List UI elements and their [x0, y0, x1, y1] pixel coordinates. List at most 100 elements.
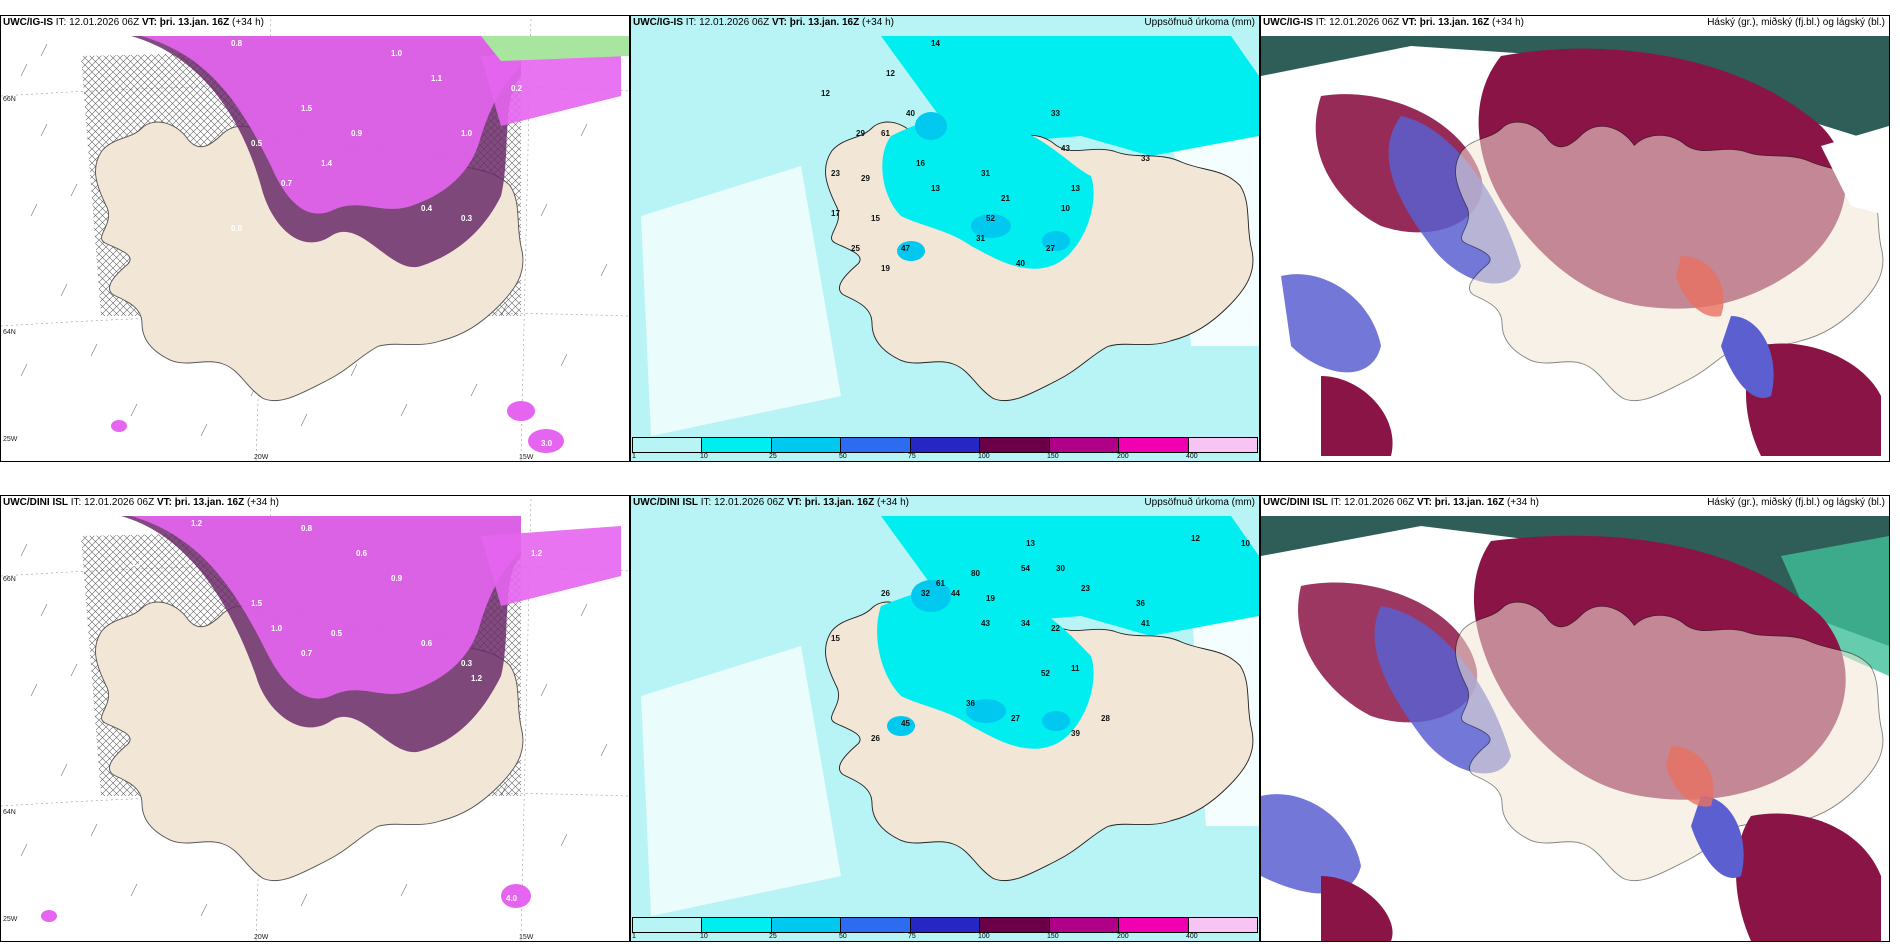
map-header: UWC/IG-IS IT: 12.01.2026 06Z VT: þri. 13… — [633, 17, 1255, 28]
svg-text:54: 54 — [1021, 564, 1030, 573]
cloud-map-canvas — [1261, 496, 1889, 941]
svg-text:61: 61 — [936, 579, 945, 588]
svg-text:47: 47 — [901, 244, 910, 253]
svg-text:1.5: 1.5 — [301, 104, 313, 113]
svg-text:1.2: 1.2 — [531, 549, 543, 558]
snow-map-canvas: 1.2 0.8 1.7 0.6 1.5 1.0 0.5 0.7 0.3 1.2 … — [1, 496, 629, 941]
legend-ticks: 1 10 25 50 75 100 150 200 400 — [632, 933, 1198, 940]
precip-color-legend — [632, 437, 1258, 453]
svg-text:0.4: 0.4 — [421, 204, 433, 213]
svg-text:61: 61 — [881, 129, 890, 138]
svg-text:0.9: 0.9 — [351, 129, 363, 138]
legend-cell — [1119, 438, 1189, 452]
legend-cell — [771, 438, 842, 452]
cloud-map-canvas — [1261, 16, 1889, 461]
svg-text:26: 26 — [871, 734, 880, 743]
map-header: UWC/IG-IS IT: 12.01.2026 06Z VT: þri. 13… — [1263, 17, 1885, 28]
legend-cell — [702, 438, 772, 452]
legend-cell — [633, 438, 703, 452]
svg-text:0.5: 0.5 — [331, 629, 343, 638]
map-header: UWC/DINI ISL IT: 12.01.2026 06Z VT: þri.… — [633, 497, 1255, 508]
svg-text:0.8: 0.8 — [231, 39, 243, 48]
top-cloud-map: UWC/IG-IS IT: 12.01.2026 06Z VT: þri. 13… — [1260, 15, 1890, 462]
svg-text:17: 17 — [831, 209, 840, 218]
svg-text:34: 34 — [1021, 619, 1030, 628]
svg-text:1.1: 1.1 — [431, 74, 443, 83]
precip-values: 13 61 80 54 30 26 32 44 19 34 43 22 52 4… — [831, 534, 1250, 743]
svg-text:36: 36 — [966, 699, 975, 708]
svg-text:3.0: 3.0 — [541, 439, 553, 448]
svg-text:22: 22 — [1051, 624, 1060, 633]
svg-text:27: 27 — [1011, 714, 1020, 723]
svg-text:15: 15 — [871, 214, 880, 223]
svg-text:40: 40 — [906, 109, 915, 118]
legend-ticks: 1 10 25 50 75 100 150 200 400 — [632, 453, 1198, 460]
svg-text:45: 45 — [901, 719, 910, 728]
top-snow-wind-map: UWC/IG-IS IT: 12.01.2026 06Z VT: þri. 13… — [0, 15, 630, 462]
snow-map-canvas: 0.8 1.0 1.1 1.5 0.5 0.9 1.4 0.7 0.3 0.6 … — [1, 16, 629, 461]
svg-text:15W: 15W — [519, 454, 534, 461]
svg-text:64N: 64N — [3, 809, 16, 816]
svg-text:44: 44 — [951, 589, 960, 598]
svg-text:31: 31 — [981, 169, 990, 178]
svg-text:26: 26 — [881, 589, 890, 598]
svg-text:23: 23 — [831, 169, 840, 178]
legend-cell — [980, 438, 1050, 452]
svg-text:1.2: 1.2 — [471, 674, 483, 683]
svg-text:80: 80 — [971, 569, 980, 578]
precip-map-canvas: 14 12 29 23 29 61 40 16 13 33 31 21 52 4… — [631, 16, 1259, 461]
svg-text:13: 13 — [1071, 184, 1080, 193]
svg-text:43: 43 — [1061, 144, 1070, 153]
bottom-cloud-map: UWC/DINI ISL IT: 12.01.2026 06Z VT: þri.… — [1260, 495, 1890, 942]
precip-map-canvas: 13 61 80 54 30 26 32 44 19 34 43 22 52 4… — [631, 496, 1259, 941]
precip-values: 14 12 29 23 29 61 40 16 13 33 31 21 52 4… — [821, 39, 1150, 273]
snow-values: 0.8 1.0 1.1 1.5 0.5 0.9 1.4 0.7 0.3 0.6 … — [231, 39, 553, 448]
svg-text:11: 11 — [1071, 664, 1080, 673]
svg-text:31: 31 — [976, 234, 985, 243]
svg-text:0.8: 0.8 — [301, 524, 313, 533]
svg-text:40: 40 — [1016, 259, 1025, 268]
svg-text:12: 12 — [1191, 534, 1200, 543]
svg-text:20W: 20W — [254, 934, 269, 941]
svg-text:10: 10 — [1061, 204, 1070, 213]
svg-text:32: 32 — [921, 589, 930, 598]
svg-text:0.9: 0.9 — [391, 574, 403, 583]
svg-text:52: 52 — [1041, 669, 1050, 678]
svg-text:1.0: 1.0 — [461, 129, 473, 138]
svg-text:66N: 66N — [3, 96, 16, 103]
svg-text:39: 39 — [1071, 729, 1080, 738]
precip-color-legend — [632, 917, 1258, 933]
svg-text:23: 23 — [1081, 584, 1090, 593]
svg-text:25: 25 — [851, 244, 860, 253]
svg-text:21: 21 — [1001, 194, 1010, 203]
svg-text:15: 15 — [831, 634, 840, 643]
map-header: UWC/DINI ISL IT: 12.01.2026 06Z VT: þri.… — [3, 497, 279, 508]
svg-text:1.5: 1.5 — [251, 599, 263, 608]
svg-text:4.0: 4.0 — [506, 894, 518, 903]
svg-text:0.6: 0.6 — [421, 639, 433, 648]
svg-text:1.2: 1.2 — [191, 519, 203, 528]
svg-text:0.3: 0.3 — [461, 659, 473, 668]
svg-text:0.6: 0.6 — [356, 549, 368, 558]
svg-text:1.7: 1.7 — [131, 559, 143, 568]
svg-text:20W: 20W — [254, 454, 269, 461]
legend-cell — [910, 438, 981, 452]
svg-text:36: 36 — [1136, 599, 1145, 608]
axis-labels: 66N 64N 25W 20W 15W — [3, 576, 534, 941]
svg-text:66N: 66N — [3, 576, 16, 583]
svg-text:12: 12 — [821, 89, 830, 98]
svg-text:0.5: 0.5 — [251, 139, 263, 148]
legend-cell — [1049, 918, 1120, 932]
legend-cell — [910, 918, 981, 932]
svg-text:12: 12 — [886, 69, 895, 78]
svg-text:1.0: 1.0 — [391, 49, 403, 58]
svg-text:15W: 15W — [519, 934, 534, 941]
top-precip-map: UWC/IG-IS IT: 12.01.2026 06Z VT: þri. 13… — [630, 15, 1260, 462]
legend-cell — [771, 918, 842, 932]
svg-text:29: 29 — [861, 174, 870, 183]
legend-cell — [1119, 918, 1189, 932]
svg-text:0.7: 0.7 — [301, 649, 313, 658]
axis-labels: 66N 64N 25W 20W 15W — [3, 96, 534, 461]
svg-text:10: 10 — [1241, 539, 1250, 548]
svg-text:25W: 25W — [3, 436, 18, 443]
